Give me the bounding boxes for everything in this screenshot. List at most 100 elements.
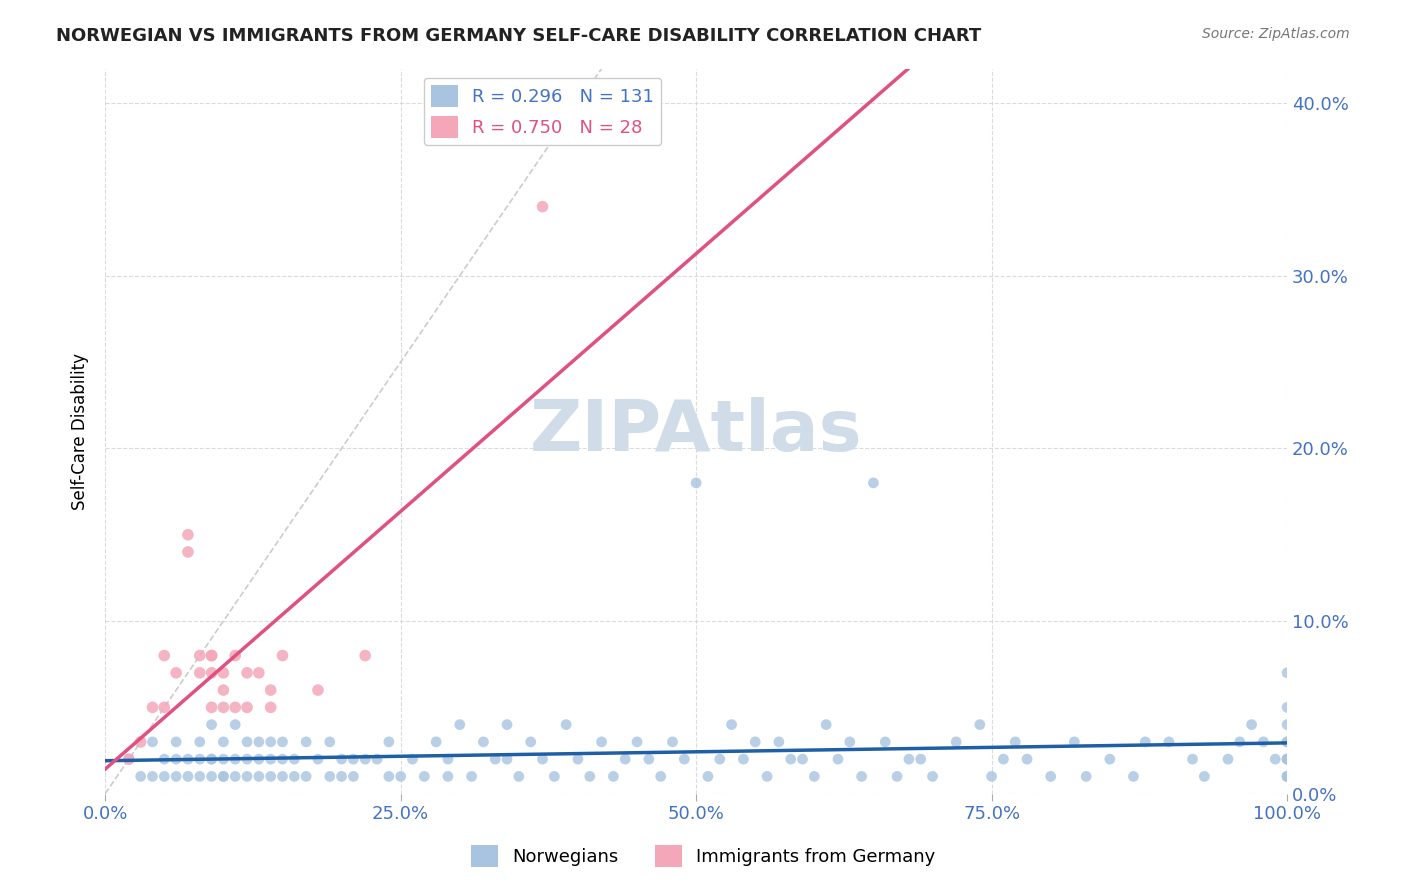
Point bbox=[1275, 735, 1298, 749]
Point bbox=[141, 735, 163, 749]
Point bbox=[827, 752, 849, 766]
Point bbox=[212, 700, 235, 714]
Point bbox=[224, 752, 246, 766]
Point bbox=[650, 769, 672, 783]
Point bbox=[165, 665, 187, 680]
Point bbox=[1015, 752, 1038, 766]
Point bbox=[709, 752, 731, 766]
Point bbox=[803, 769, 825, 783]
Point bbox=[555, 717, 578, 731]
Point bbox=[212, 735, 235, 749]
Point bbox=[153, 700, 176, 714]
Point bbox=[1275, 665, 1298, 680]
Point bbox=[307, 683, 329, 698]
Point bbox=[720, 717, 742, 731]
Point bbox=[531, 200, 554, 214]
Point bbox=[165, 752, 187, 766]
Point bbox=[897, 752, 920, 766]
Point bbox=[224, 700, 246, 714]
Point bbox=[508, 769, 530, 783]
Point bbox=[910, 752, 932, 766]
Point bbox=[1275, 752, 1298, 766]
Point bbox=[1240, 717, 1263, 731]
Point bbox=[437, 752, 460, 766]
Point bbox=[1076, 769, 1098, 783]
Point bbox=[247, 752, 270, 766]
Point bbox=[768, 735, 790, 749]
Point bbox=[212, 752, 235, 766]
Point bbox=[519, 735, 541, 749]
Point bbox=[472, 735, 495, 749]
Point bbox=[271, 735, 294, 749]
Point bbox=[153, 752, 176, 766]
Point bbox=[638, 752, 661, 766]
Point bbox=[1157, 735, 1180, 749]
Point bbox=[378, 735, 401, 749]
Point bbox=[354, 648, 377, 663]
Point bbox=[543, 769, 565, 783]
Point bbox=[1194, 769, 1216, 783]
Point bbox=[295, 769, 318, 783]
Point bbox=[129, 769, 152, 783]
Point bbox=[1275, 717, 1298, 731]
Point bbox=[496, 752, 519, 766]
Point bbox=[756, 769, 779, 783]
Point bbox=[188, 665, 211, 680]
Point bbox=[401, 752, 423, 766]
Point bbox=[945, 735, 967, 749]
Point bbox=[260, 769, 283, 783]
Point bbox=[319, 735, 342, 749]
Point bbox=[460, 769, 482, 783]
Point bbox=[1135, 735, 1157, 749]
Point bbox=[247, 769, 270, 783]
Point bbox=[129, 735, 152, 749]
Point bbox=[614, 752, 637, 766]
Point bbox=[1275, 769, 1298, 783]
Point bbox=[236, 735, 259, 749]
Point bbox=[1275, 735, 1298, 749]
Point bbox=[342, 752, 364, 766]
Point bbox=[342, 769, 364, 783]
Point bbox=[212, 769, 235, 783]
Point bbox=[236, 752, 259, 766]
Point bbox=[851, 769, 873, 783]
Point bbox=[567, 752, 589, 766]
Point bbox=[271, 769, 294, 783]
Point bbox=[224, 769, 246, 783]
Point bbox=[886, 769, 908, 783]
Point bbox=[271, 752, 294, 766]
Point bbox=[366, 752, 388, 766]
Point bbox=[200, 717, 222, 731]
Point bbox=[200, 665, 222, 680]
Point bbox=[862, 475, 884, 490]
Point bbox=[993, 752, 1015, 766]
Point bbox=[1275, 752, 1298, 766]
Point bbox=[496, 717, 519, 731]
Point bbox=[260, 700, 283, 714]
Text: NORWEGIAN VS IMMIGRANTS FROM GERMANY SELF-CARE DISABILITY CORRELATION CHART: NORWEGIAN VS IMMIGRANTS FROM GERMANY SEL… bbox=[56, 27, 981, 45]
Point bbox=[118, 752, 141, 766]
Point bbox=[177, 527, 200, 541]
Point bbox=[1063, 735, 1085, 749]
Point bbox=[330, 769, 353, 783]
Point bbox=[200, 700, 222, 714]
Point bbox=[153, 769, 176, 783]
Point bbox=[531, 752, 554, 766]
Point bbox=[295, 735, 318, 749]
Point bbox=[980, 769, 1002, 783]
Point bbox=[260, 735, 283, 749]
Point bbox=[1098, 752, 1121, 766]
Point bbox=[188, 769, 211, 783]
Point bbox=[449, 717, 471, 731]
Point bbox=[591, 735, 613, 749]
Point bbox=[661, 735, 683, 749]
Point bbox=[200, 752, 222, 766]
Point bbox=[425, 735, 447, 749]
Point bbox=[1216, 752, 1239, 766]
Point bbox=[236, 700, 259, 714]
Point bbox=[602, 769, 624, 783]
Point bbox=[378, 769, 401, 783]
Point bbox=[815, 717, 838, 731]
Legend: Norwegians, Immigrants from Germany: Norwegians, Immigrants from Germany bbox=[464, 838, 942, 874]
Point bbox=[1253, 735, 1275, 749]
